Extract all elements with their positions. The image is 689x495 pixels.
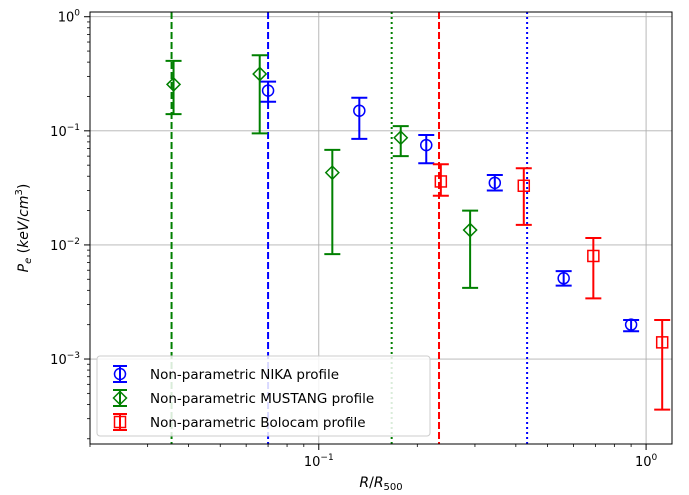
legend-items: Non-parametric NIKA profile Non-parametri… — [112, 365, 374, 431]
x-axis-label: R/R500 — [359, 475, 402, 493]
data-point-square — [517, 179, 531, 193]
data-point-circle — [557, 272, 570, 285]
data-point-diamond — [393, 130, 409, 146]
data-point-circle — [624, 318, 638, 331]
data-point-diamond — [165, 76, 182, 92]
data-point-circle — [353, 104, 366, 117]
y-axis-label: Pe (keV/cm3) — [14, 184, 34, 273]
y-tick-label: 10−1 — [50, 123, 80, 140]
legend-box — [96, 355, 431, 437]
error-bars — [165, 54, 671, 411]
legend-marker — [113, 367, 127, 381]
y-tick-label: 10−2 — [50, 237, 80, 254]
y-tick-label: 100 — [58, 9, 81, 26]
legend: Non-parametric NIKA profile Non-parametri… — [96, 355, 431, 437]
data-point-square — [434, 175, 448, 188]
legend-label: Non-parametric Bolocam profile — [150, 415, 366, 431]
data-point-square — [655, 336, 669, 349]
data-point-square — [587, 249, 600, 263]
legend-label: Non-parametric MUSTANG profile — [150, 391, 374, 407]
y-tick-label: 10−3 — [50, 351, 80, 368]
data-markers — [165, 66, 669, 349]
plot-frame — [89, 11, 673, 445]
data-point-circle — [420, 138, 433, 152]
legend-marker — [113, 415, 127, 429]
legend-label: Non-parametric NIKA profile — [150, 367, 339, 383]
data-point-circle — [261, 84, 275, 97]
axis-ticks — [84, 16, 647, 450]
data-point-diamond — [462, 222, 478, 238]
x-tick-label: 100 — [635, 453, 658, 470]
data-point-diamond — [324, 165, 340, 181]
tick-labels: 10−1 100 10−3 10−2 10−1 100 — [50, 9, 657, 470]
data-point-diamond — [252, 66, 268, 82]
legend-marker — [112, 390, 128, 406]
data-point-circle — [488, 176, 502, 190]
x-tick-label: 10−1 — [304, 453, 334, 470]
